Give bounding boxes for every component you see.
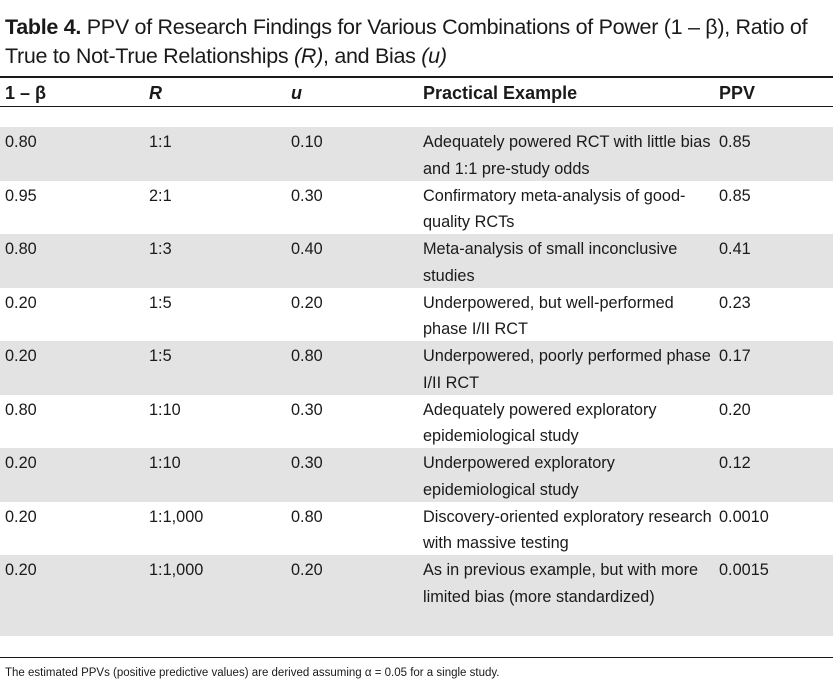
cell-ratio: 1:3 [149, 240, 172, 258]
cell-ppv: 0.0010 [719, 507, 769, 526]
header-bias: u [291, 83, 302, 103]
cell-ratio: 1:5 [149, 347, 172, 365]
table-row: 0.95 2:1 0.30 Confirmatory meta-analysis… [0, 181, 833, 235]
cell-example: Discovery-oriented exploratory research … [423, 507, 712, 553]
cell-ppv: 0.85 [719, 133, 751, 151]
cell-power: 0.20 [5, 293, 37, 312]
cell-ratio: 2:1 [149, 186, 172, 205]
cell-ppv: 0.41 [719, 240, 751, 258]
table-row: 0.20 1:10 0.30 Underpowered exploratory … [0, 448, 833, 502]
cell-power: 0.20 [5, 454, 37, 472]
header-power: 1 – β [5, 83, 47, 103]
cell-ppv: 0.17 [719, 347, 751, 365]
cell-bias: 0.30 [291, 400, 323, 419]
cell-bias: 0.30 [291, 186, 323, 205]
table-row: 0.20 1:5 0.20 Underpowered, but well-per… [0, 288, 833, 342]
cell-example: Underpowered, but well-performed phase I… [423, 293, 674, 339]
cell-ppv: 0.20 [719, 400, 751, 419]
cell-bias: 0.40 [291, 240, 323, 258]
cell-power: 0.95 [5, 186, 37, 205]
cell-bias: 0.80 [291, 507, 323, 526]
table-row: 0.80 1:1 0.10 Adequately powered RCT wit… [0, 127, 833, 181]
table-row: 0.20 1:5 0.80 Underpowered, poorly perfo… [0, 341, 833, 395]
cell-power: 0.20 [5, 347, 37, 365]
cell-power: 0.80 [5, 240, 37, 258]
header-ratio: R [149, 83, 162, 103]
table-caption: Table 4. PPV of Research Findings for Va… [5, 13, 830, 71]
table-row: 0.80 1:10 0.30 Adequately powered explor… [0, 395, 833, 449]
cell-bias: 0.20 [291, 561, 323, 579]
cell-ratio: 1:1 [149, 133, 172, 151]
cell-ppv: 0.85 [719, 186, 751, 205]
cell-ratio: 1:10 [149, 400, 181, 419]
table-body: 0.80 1:1 0.10 Adequately powered RCT wit… [0, 127, 833, 636]
table-row: 0.20 1:1,000 0.80 Discovery-oriented exp… [0, 502, 833, 556]
table-label: Table 4. [5, 15, 82, 39]
cell-example: Adequately powered RCT with little bias … [423, 133, 711, 178]
cell-example: Adequately powered exploratory epidemiol… [423, 400, 657, 446]
cell-bias: 0.80 [291, 347, 323, 365]
caption-text-1: PPV of Research Findings for Various Com… [5, 15, 808, 68]
cell-power: 0.80 [5, 133, 37, 151]
cell-example: Underpowered exploratory epidemiological… [423, 454, 615, 499]
cell-bias: 0.10 [291, 133, 323, 151]
cell-example: As in previous example, but with more li… [423, 561, 699, 606]
table-row: 0.80 1:3 0.40 Meta-analysis of small inc… [0, 234, 833, 288]
cell-ppv: 0.12 [719, 454, 751, 472]
cell-ppv: 0.0015 [719, 561, 769, 579]
caption-r-symbol: (R) [294, 44, 323, 68]
cell-bias: 0.30 [291, 454, 323, 472]
table-row: 0.20 1:1,000 0.20 As in previous example… [0, 555, 833, 636]
cell-ratio: 1:10 [149, 454, 181, 472]
cell-ppv: 0.23 [719, 293, 751, 312]
cell-power: 0.80 [5, 400, 37, 419]
cell-ratio: 1:1,000 [149, 507, 204, 526]
header-rule [0, 106, 833, 107]
cell-example: Meta-analysis of small inconclusive stud… [423, 240, 678, 285]
cell-bias: 0.20 [291, 293, 323, 312]
header-ppv: PPV [719, 83, 756, 103]
header-example: Practical Example [423, 83, 578, 103]
cell-example: Underpowered, poorly performed phase I/I… [423, 347, 711, 392]
cell-ratio: 1:1,000 [149, 561, 204, 579]
cell-example: Confirmatory meta-analysis of good-quali… [423, 186, 686, 232]
caption-u-symbol: (u) [421, 44, 447, 68]
table-footnote: The estimated PPVs (positive predictive … [5, 667, 500, 679]
cell-power: 0.20 [5, 507, 37, 526]
cell-ratio: 1:5 [149, 293, 172, 312]
bottom-rule [0, 657, 833, 658]
cell-power: 0.20 [5, 561, 37, 579]
top-rule [0, 76, 833, 78]
caption-text-2: , and Bias [323, 44, 422, 68]
